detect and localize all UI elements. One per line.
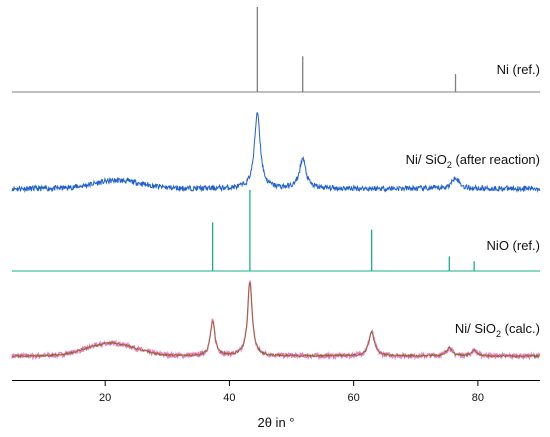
series-label-after-reaction: Ni/ SiO2 (after reaction) bbox=[406, 152, 540, 170]
x-tick-label-20: 20 bbox=[99, 392, 111, 404]
calc-measured-line bbox=[11, 280, 541, 361]
after-reaction-line bbox=[11, 112, 541, 194]
trace-after-reaction bbox=[11, 112, 541, 194]
x-tick-label-60: 60 bbox=[348, 392, 360, 404]
x-tick-label-40: 40 bbox=[223, 392, 235, 404]
trace-calc bbox=[11, 280, 541, 361]
series-label-nio-ref: NiO (ref.) bbox=[487, 238, 540, 253]
x-axis-ticks: 20 40 60 80 bbox=[99, 380, 484, 404]
x-axis-label: 2θ in ° bbox=[257, 415, 294, 430]
reference-nio-peaks bbox=[12, 190, 540, 272]
series-label-ni-ref: Ni (ref.) bbox=[497, 62, 540, 77]
series-label-calc: Ni/ SiO2 (calc.) bbox=[455, 321, 540, 339]
reference-ni-peaks bbox=[12, 7, 540, 93]
x-tick-label-80: 80 bbox=[472, 392, 484, 404]
calc-fit-line bbox=[12, 282, 540, 359]
